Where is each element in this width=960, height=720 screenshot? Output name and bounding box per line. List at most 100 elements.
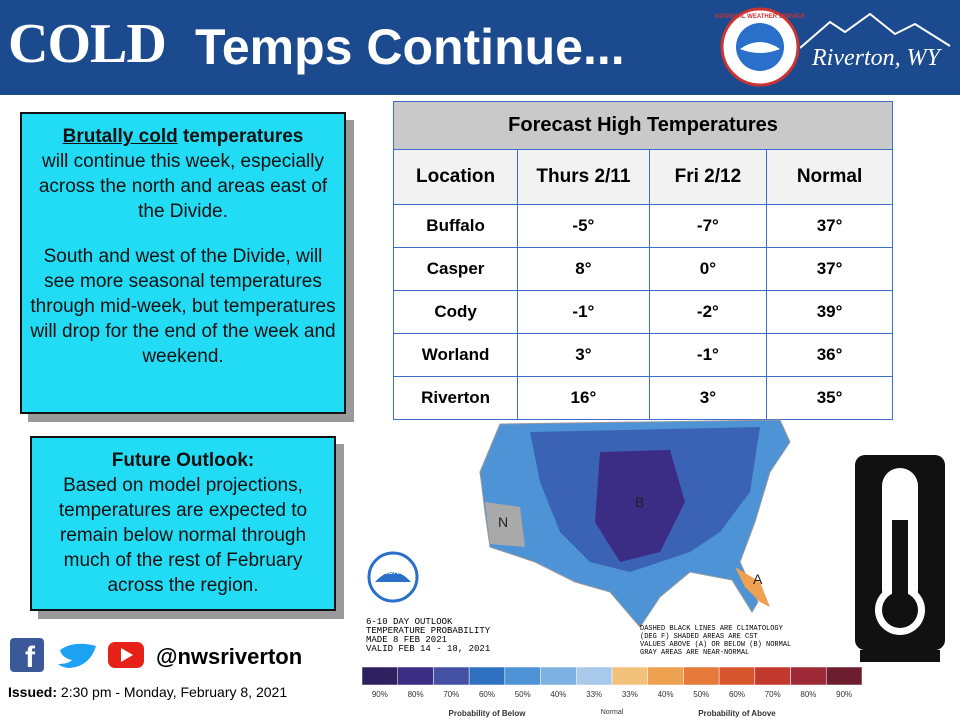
header-bar: COLD Temps Continue... NATIONAL WEATHER …	[0, 0, 960, 95]
table-cell: 39°	[766, 290, 893, 334]
legend-swatch	[504, 666, 541, 686]
table-row: Riverton 16° 3° 35°	[392, 376, 893, 420]
title-cold: COLD	[8, 13, 167, 75]
legend-swatch	[718, 666, 756, 686]
table-cell: 3°	[517, 333, 650, 377]
table-cell: -1°	[648, 333, 768, 377]
title-row: Forecast High Temperatures	[393, 101, 893, 150]
nws-logo: NATIONAL WEATHER SERVICE	[715, 7, 805, 87]
issued-label: Issued:	[8, 684, 58, 700]
twitter-icon[interactable]	[58, 643, 96, 668]
table-cell: Riverton	[392, 376, 519, 420]
legend-label: 40%	[658, 690, 674, 699]
region-letter: A	[753, 571, 763, 587]
outlook-text: VALID FEB 14 - 18, 2021	[366, 644, 490, 654]
table-cell: 0°	[648, 247, 768, 291]
table-cell: Worland	[392, 333, 519, 377]
legend-swatch	[754, 666, 791, 686]
legend-label: 40%	[550, 690, 566, 699]
table-cell: 37°	[766, 247, 893, 291]
mountains	[800, 12, 951, 49]
legend-label: 90%	[372, 690, 388, 699]
map-region	[595, 450, 685, 562]
legend-swatch	[826, 666, 863, 686]
legend-swatch	[468, 666, 506, 686]
svg-text:f: f	[25, 641, 36, 674]
table-cell: -7°	[648, 204, 768, 248]
forecast-table: Forecast High Temperatures Location Thurs …	[392, 101, 893, 420]
map-region	[485, 502, 525, 547]
lead-rest: temperatures	[182, 126, 304, 147]
lead-underlined: Brutally cold	[62, 126, 178, 147]
social-handle: @nwsriverton	[156, 644, 303, 669]
column-header: Thurs 2/11	[517, 149, 650, 205]
noaa-text: NOAA	[383, 569, 404, 576]
legend-swatch	[611, 666, 648, 686]
legend-caption: Normal	[601, 709, 624, 716]
note-text: VALUES ABOVE (A) OR BELOW (B) NORMAL	[640, 641, 791, 649]
outlook-text: 6-10 DAY OUTLOOK	[366, 617, 453, 627]
table-cell: 8°	[517, 247, 650, 291]
office-name: Riverton, WY	[812, 45, 940, 71]
legend-label: 33%	[622, 690, 638, 699]
legend-label: 33%	[586, 690, 602, 699]
outlook-box: Future Outlook: Based on model projectio…	[30, 436, 336, 611]
table-cell: 3°	[648, 376, 768, 420]
social-icons: f	[10, 638, 144, 674]
legend-swatch	[576, 666, 613, 686]
region-letter: N	[498, 514, 508, 530]
table-cell: -2°	[648, 290, 768, 334]
table-cell: 35°	[766, 376, 893, 420]
table-cell: 36°	[766, 333, 893, 377]
table-row: Buffalo -5° -7° 37°	[392, 204, 893, 248]
legend-swatch	[361, 666, 398, 686]
legend-label: 80%	[408, 690, 424, 699]
table-cell: Buffalo	[392, 204, 519, 248]
legend-label: 60%	[729, 690, 745, 699]
column-header: Fri 2/12	[648, 149, 768, 205]
summary-box: Brutally cold temperatures will continue…	[20, 112, 346, 414]
legend-swatch	[433, 666, 470, 686]
table-cell: 37°	[766, 204, 893, 248]
legend-swatch	[647, 666, 684, 686]
legend-swatch	[683, 666, 720, 686]
legend-label: 70%	[443, 690, 459, 699]
column-header: Normal	[766, 149, 893, 205]
map-region	[735, 567, 770, 607]
legend-label: 80%	[800, 690, 816, 699]
logo-text: NATIONAL WEATHER SERVICE	[715, 14, 805, 20]
issued: Issued: 2:30 pm - Monday, February 8, 20…	[8, 684, 287, 700]
table-title: Forecast High Temperatures	[393, 101, 893, 150]
table-row: Worland 3° -1° 36°	[392, 333, 893, 377]
table-cell: Casper	[392, 247, 519, 291]
table-row: Casper 8° 0° 37°	[392, 247, 893, 291]
note-text: (DEG F) SHADED AREAS ARE CST	[640, 633, 758, 641]
table-cell: Cody	[392, 290, 519, 334]
header-row: Location Thurs 2/11 Fri 2/12 Normal	[392, 149, 893, 205]
outlook-heading: Future Outlook:	[111, 450, 255, 471]
legend-label: 50%	[515, 690, 531, 699]
legend-label: 70%	[765, 690, 781, 699]
note-text: GRAY AREAS ARE NEAR-NORMAL	[640, 649, 749, 657]
table-cell: -5°	[517, 204, 650, 248]
summary-paragraph: will continue this week, especially acro…	[38, 151, 328, 222]
table-cell: -1°	[517, 290, 650, 334]
summary-paragraph: South and west of the Divide, will see m…	[30, 246, 336, 367]
legend-label: 60%	[479, 690, 495, 699]
table-row: Cody -1° -2° 39°	[392, 290, 893, 334]
legend-swatch	[790, 666, 827, 686]
thermometer-icon	[855, 455, 945, 662]
issued-text: 2:30 pm - Monday, February 8, 2021	[60, 684, 288, 700]
region-letter: B	[635, 494, 644, 510]
outlook-body: Based on model projections, temperatures…	[58, 475, 308, 596]
legend-caption: Probability of Below	[449, 709, 527, 718]
column-header: Location	[392, 149, 519, 205]
title: Temps Continue...	[195, 19, 625, 75]
legend-swatch	[397, 666, 434, 686]
facebook-icon[interactable]	[10, 638, 44, 672]
legend-swatch	[540, 666, 577, 686]
note-text: DASHED BLACK LINES ARE CLIMATOLOGY	[640, 625, 784, 633]
legend-label: 90%	[836, 690, 852, 699]
